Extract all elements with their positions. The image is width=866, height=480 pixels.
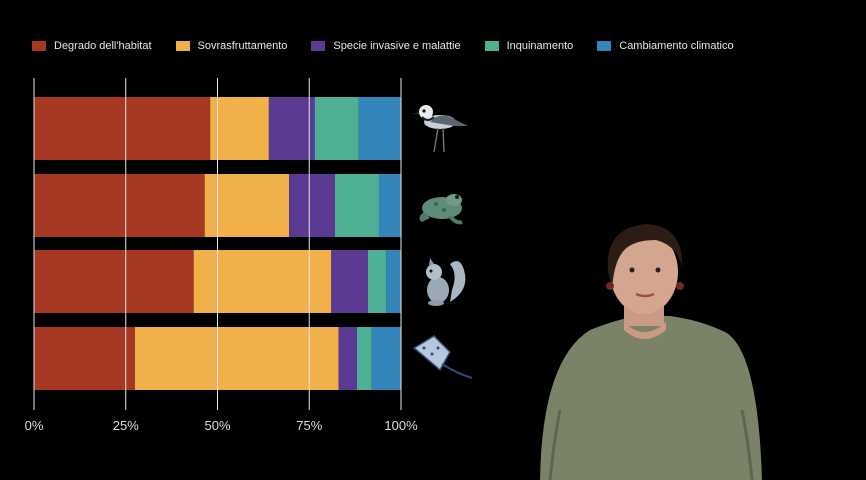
bar-segment xyxy=(386,250,401,313)
x-tick-label: 0% xyxy=(25,418,44,433)
chart-legend: Degrado dell'habitat Sovrasfruttamento Spe… xyxy=(32,40,758,52)
bar-segment xyxy=(34,174,205,237)
bar-segment xyxy=(34,327,135,390)
legend-swatch xyxy=(32,41,46,51)
bar-segment xyxy=(204,174,290,237)
legend-item: Inquinamento xyxy=(484,40,574,52)
legend-swatch xyxy=(311,41,326,51)
legend-label: Specie invasive e malattie xyxy=(333,40,461,52)
squirrel-icon xyxy=(426,258,466,306)
legend-item: Specie invasive e malattie xyxy=(311,40,461,52)
bar-segment xyxy=(34,97,211,160)
legend-label: Sovrasfruttamento xyxy=(197,40,288,52)
bar-segment xyxy=(334,174,379,237)
bar-segment xyxy=(193,250,332,313)
legend-item: Sovrasfruttamento xyxy=(175,40,288,52)
bar-segment xyxy=(210,97,269,160)
legend-swatch xyxy=(484,41,499,51)
legend-label: Cambiamento climatico xyxy=(619,40,734,52)
legend-swatch xyxy=(597,41,612,51)
bar-segment xyxy=(289,174,335,237)
bar-segment xyxy=(356,327,372,390)
frog-icon xyxy=(419,194,463,225)
legend-label: Degrado dell'habitat xyxy=(54,40,152,52)
presenter-person xyxy=(540,224,762,480)
legend-label: Inquinamento xyxy=(506,40,574,52)
legend-item: Degrado dell'habitat xyxy=(32,40,152,52)
stingray-icon xyxy=(412,335,473,379)
bar-segment xyxy=(134,327,339,390)
x-tick-label: 75% xyxy=(296,418,322,433)
bar-segment xyxy=(34,250,194,313)
bar-segment xyxy=(331,250,368,313)
legend-item: Cambiamento climatico xyxy=(597,40,734,52)
x-tick-label: 100% xyxy=(384,418,418,433)
bird-icon xyxy=(413,105,468,153)
bar-segment xyxy=(338,327,357,390)
bar-segment xyxy=(314,97,359,160)
legend-swatch xyxy=(175,41,190,51)
bar-segment xyxy=(358,97,401,160)
bar-segment xyxy=(378,174,401,237)
bar-segment xyxy=(367,250,387,313)
x-tick-label: 25% xyxy=(113,418,139,433)
x-tick-label: 50% xyxy=(204,418,230,433)
bar-segment xyxy=(371,327,401,390)
bar-segment xyxy=(268,97,315,160)
